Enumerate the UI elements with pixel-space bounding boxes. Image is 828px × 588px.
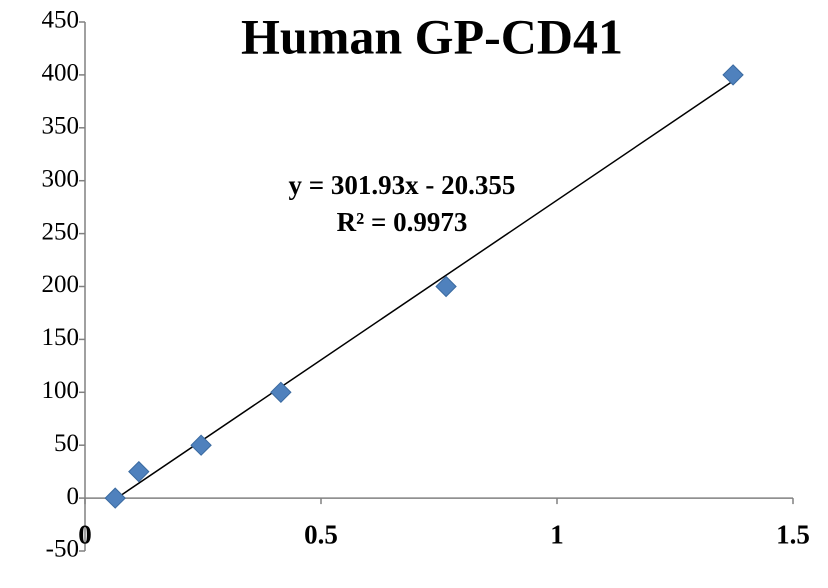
x-tick-label: 0 [78, 519, 92, 549]
data-point [128, 460, 150, 483]
y-tick-label: 0 [67, 483, 80, 510]
x-tick-label: 1 [550, 519, 564, 549]
data-point [722, 64, 744, 86]
x-tick-label: 0.5 [304, 519, 338, 549]
y-tick-label: 250 [42, 218, 80, 245]
data-point [270, 381, 292, 404]
y-tick-label: 200 [42, 271, 80, 298]
y-tick-label: 50 [54, 430, 79, 457]
x-tick-label: 1.5 [776, 519, 810, 549]
y-tick-label: 400 [42, 60, 80, 87]
y-tick-label: 350 [42, 113, 80, 140]
chart-title: Human GP-CD41 [241, 8, 623, 64]
y-tick-label: 100 [42, 377, 80, 404]
y-tick-label: 450 [42, 7, 80, 34]
y-tick-label: -50 [46, 536, 79, 563]
data-point [104, 487, 126, 509]
trendline-r-squared: R² = 0.9973 [337, 207, 468, 237]
trendline [114, 80, 734, 500]
y-tick-label: 300 [42, 165, 80, 192]
data-point [435, 275, 457, 298]
data-point [190, 434, 212, 456]
y-tick-label: 150 [42, 324, 80, 351]
trendline-equation: y = 301.93x - 20.355 [289, 170, 516, 200]
